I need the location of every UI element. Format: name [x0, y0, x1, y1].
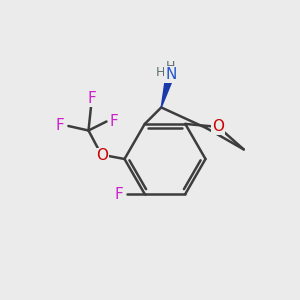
Text: F: F [56, 118, 64, 134]
Text: H: H [166, 59, 175, 73]
Text: N: N [165, 67, 176, 82]
Text: O: O [96, 148, 108, 164]
Text: H: H [156, 66, 165, 79]
Text: F: F [115, 187, 124, 202]
Text: F: F [110, 114, 118, 129]
Polygon shape [161, 73, 174, 107]
Text: O: O [212, 119, 224, 134]
Text: F: F [87, 91, 96, 106]
